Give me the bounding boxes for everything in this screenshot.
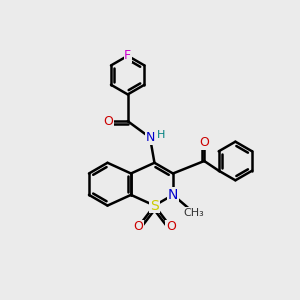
Text: O: O [199,136,209,149]
Text: N: N [145,131,155,144]
Text: S: S [150,199,159,213]
Text: O: O [166,220,176,233]
Text: N: N [168,188,178,202]
Text: F: F [124,49,131,62]
Text: H: H [157,130,165,140]
Text: O: O [103,115,113,128]
Text: CH₃: CH₃ [183,208,204,218]
Text: O: O [133,220,143,233]
